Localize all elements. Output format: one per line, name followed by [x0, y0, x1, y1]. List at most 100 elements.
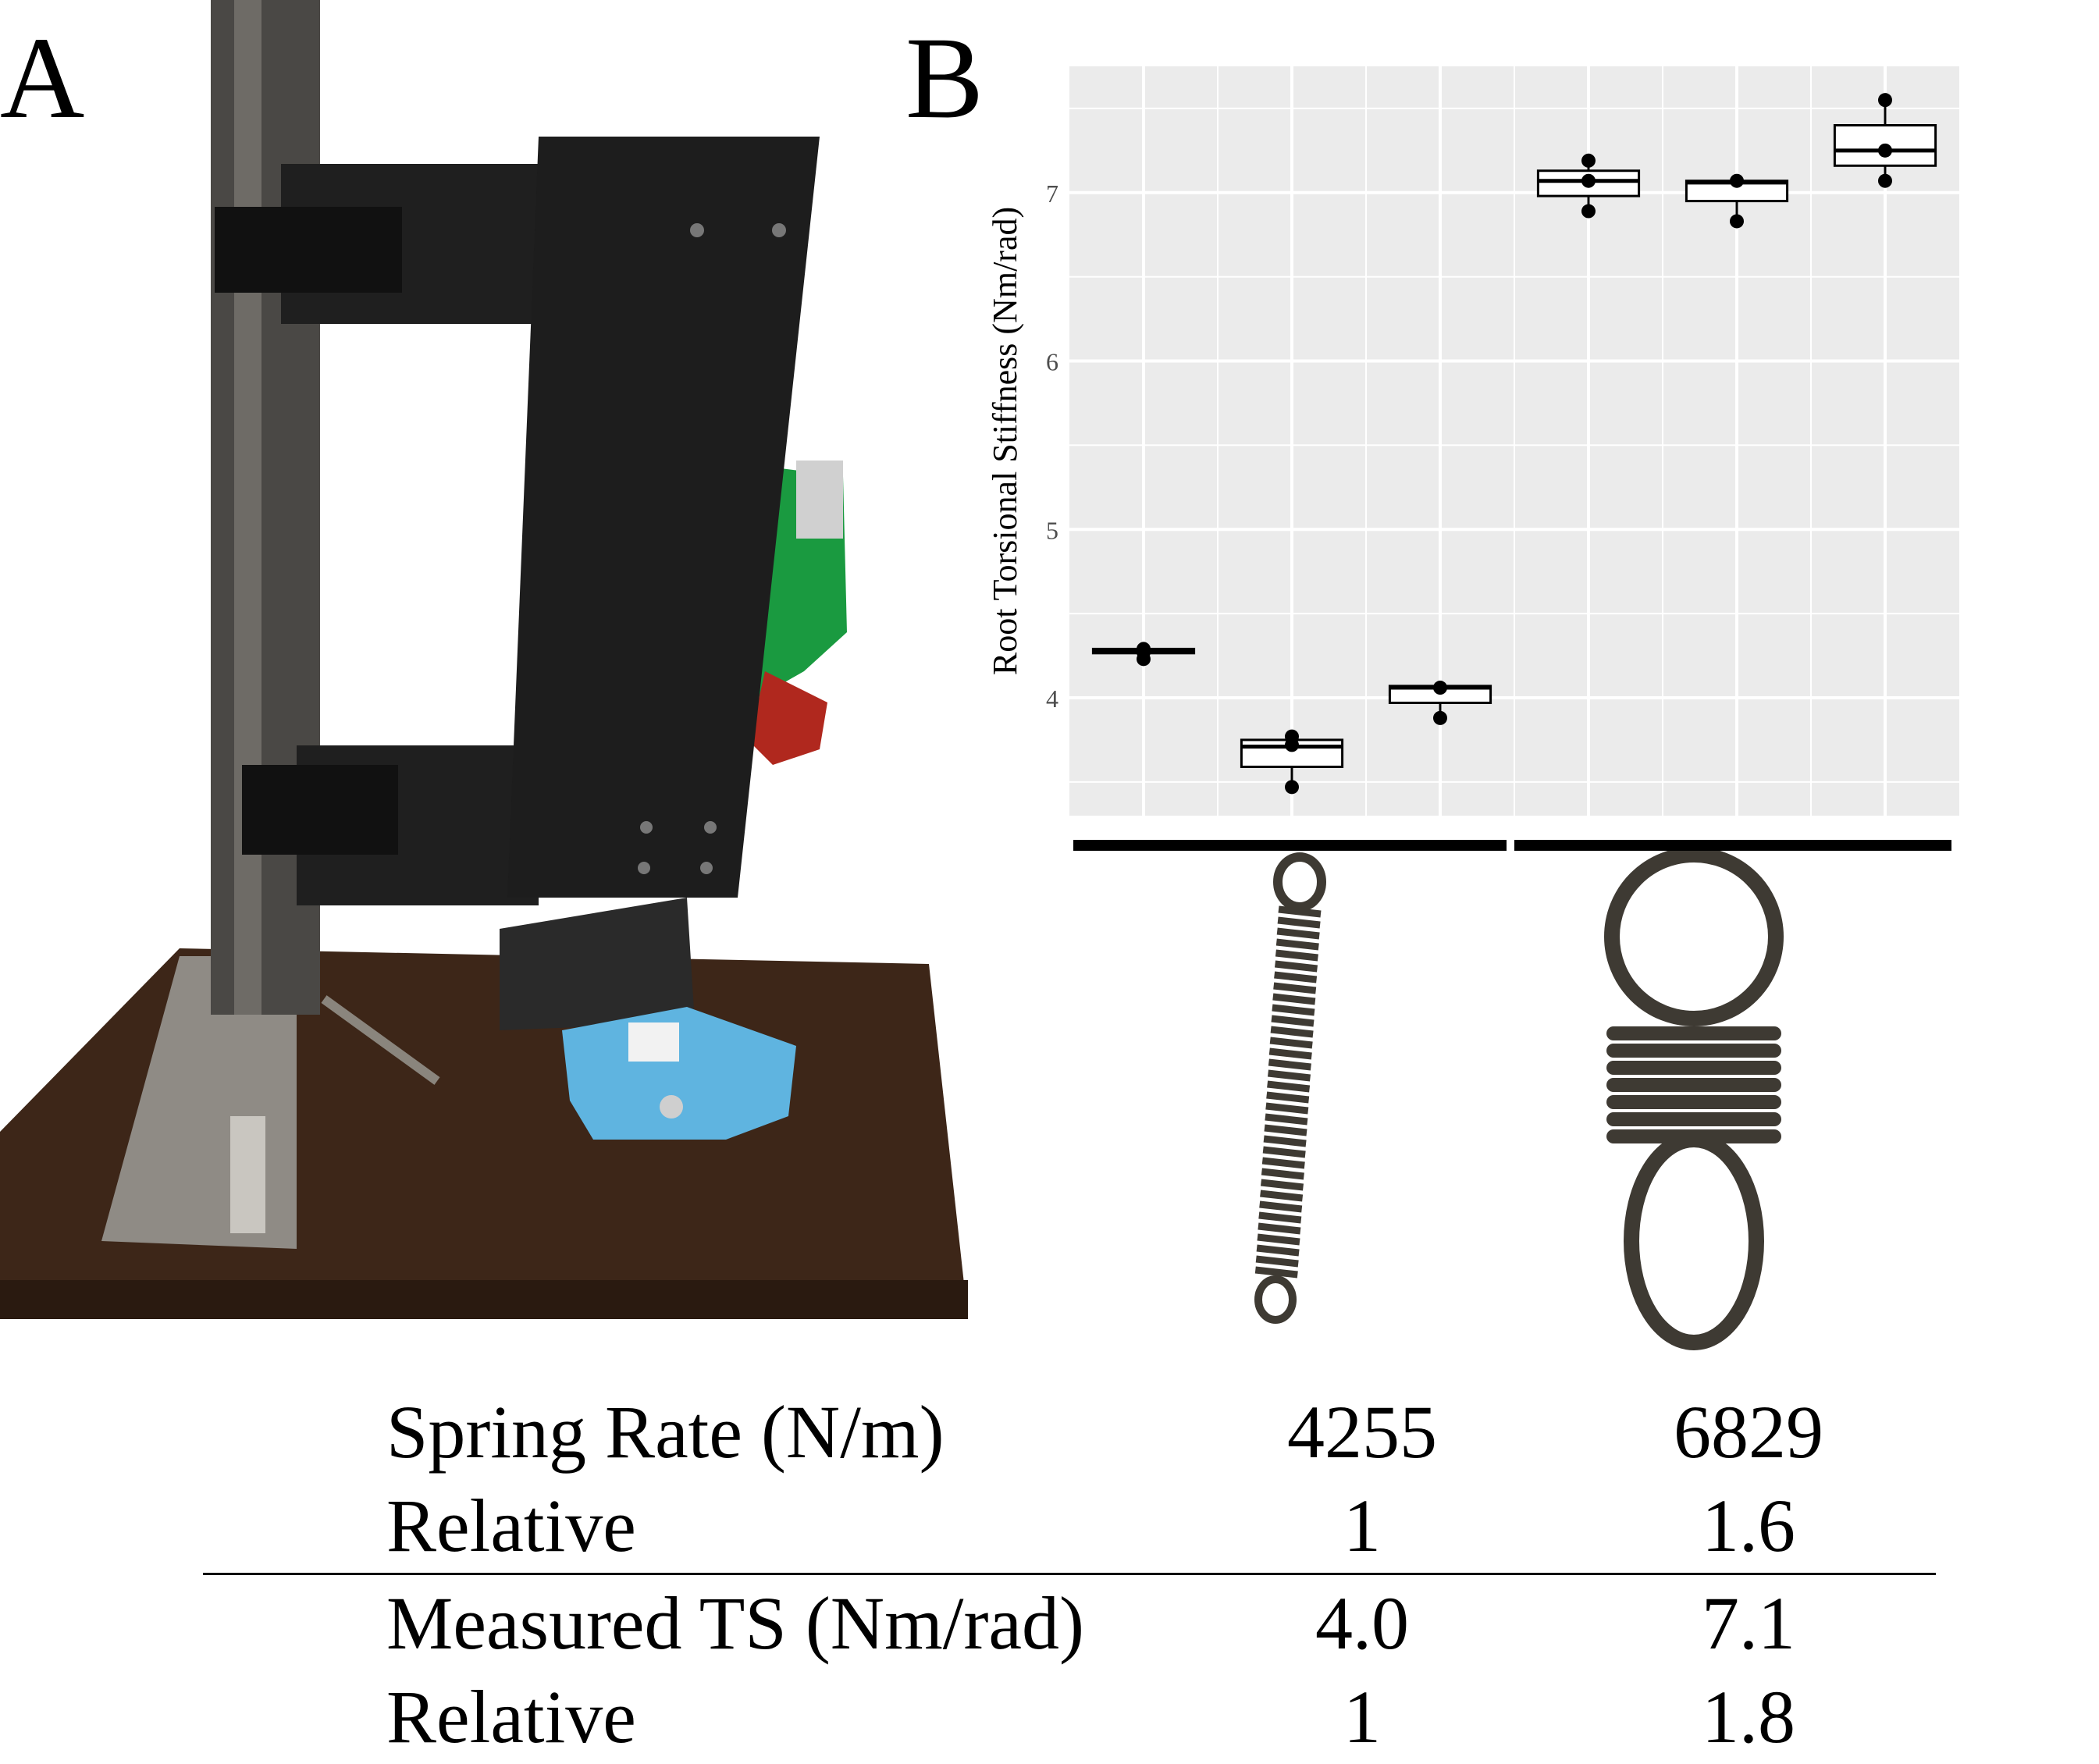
value-small-spring: 1 — [1343, 1484, 1381, 1567]
small-spring-coil — [1265, 1113, 1308, 1126]
small-spring-coil — [1254, 1266, 1298, 1279]
small-spring-image — [1254, 852, 1326, 1324]
large-spring-coil — [1606, 1112, 1781, 1126]
red-cable — [749, 671, 827, 765]
row-label: Measured TS (Nm/rad) — [386, 1581, 1084, 1665]
data-point — [1581, 173, 1596, 188]
rig-spring — [321, 995, 440, 1085]
panel-bolt — [700, 862, 713, 874]
small-spring-coil — [1264, 1124, 1307, 1136]
small-spring-coil — [1268, 1058, 1311, 1071]
small-spring-coil — [1274, 971, 1318, 983]
small-spring-coil — [1272, 1004, 1315, 1016]
table-row: Relative 1 1.6 — [203, 1479, 1936, 1573]
stiffness-boxplot: 4 5 6 7 Root Torsional Stiffness (Nm/rad) — [986, 66, 1959, 851]
panel-bolt — [690, 223, 704, 237]
table-row: Relative 1 1.8 — [203, 1670, 1936, 1764]
large-spring-coil — [1606, 1026, 1781, 1040]
large-spring-coil — [1606, 1078, 1781, 1092]
panel-label-a: A — [0, 13, 85, 143]
value-large-spring: 7.1 — [1702, 1581, 1795, 1665]
blue-foot — [562, 1007, 796, 1140]
y-axis-label: Root Torsional Stiffness (Nm/rad) — [986, 207, 1024, 675]
row-label: Relative — [386, 1675, 636, 1759]
small-spring-coil — [1266, 1091, 1310, 1104]
data-point — [1730, 214, 1744, 229]
upper-strap — [215, 207, 402, 293]
y-tick-label: 4 — [1046, 685, 1058, 713]
small-spring-coil — [1275, 938, 1319, 951]
table-row: Spring Rate (N/m) 4255 6829 — [203, 1385, 1936, 1479]
group-bar-left — [1073, 840, 1507, 851]
small-spring-coil — [1278, 905, 1322, 918]
table-row: Measured TS (Nm/rad) 4.0 7.1 — [203, 1577, 1936, 1670]
blue-foot-bolt — [660, 1095, 683, 1119]
data-point — [1137, 652, 1151, 667]
large-spring-coil — [1606, 1061, 1781, 1075]
small-spring-coil — [1261, 1157, 1305, 1169]
panel-bolt — [638, 862, 650, 874]
large-spring-coil — [1606, 1095, 1781, 1109]
small-spring-coil — [1277, 916, 1321, 929]
value-small-spring: 4.0 — [1315, 1581, 1409, 1665]
row-label: Spring Rate (N/m) — [386, 1390, 945, 1474]
boxes — [1091, 93, 1937, 795]
small-spring-end-loop — [1254, 1275, 1297, 1324]
base-plate-front-edge — [0, 1280, 968, 1319]
small-spring-coil — [1267, 1080, 1311, 1093]
value-large-spring: 1.6 — [1702, 1484, 1795, 1567]
panel-bolt — [772, 223, 786, 237]
data-point — [1878, 173, 1892, 188]
small-spring-coil — [1256, 1244, 1300, 1257]
panel-bolt — [640, 821, 653, 834]
small-spring-coil — [1260, 1190, 1304, 1202]
group-bar-right — [1514, 840, 1951, 851]
data-point — [1581, 204, 1596, 219]
small-spring-coil — [1265, 1102, 1309, 1115]
small-spring-coil — [1261, 1179, 1304, 1191]
small-spring-coil — [1258, 1211, 1302, 1224]
large-spring-image — [1604, 851, 1784, 1350]
y-axis-ticks: 4 5 6 7 — [1046, 180, 1058, 713]
small-spring-coil — [1272, 993, 1316, 1005]
small-spring-coil — [1269, 1037, 1313, 1049]
small-spring-coil — [1275, 949, 1318, 962]
small-spring-coil — [1263, 1135, 1307, 1147]
small-spring-coil — [1271, 1015, 1315, 1027]
vertical-post-highlight — [234, 0, 261, 1015]
small-spring-coil — [1268, 1069, 1311, 1082]
panel-bolt — [704, 821, 717, 834]
y-tick-label: 7 — [1046, 180, 1058, 208]
small-spring-coil — [1261, 1168, 1304, 1180]
small-spring-coil — [1273, 982, 1317, 994]
large-spring-coil — [1606, 1129, 1781, 1143]
small-spring-coil — [1276, 927, 1320, 940]
value-small-spring: 1 — [1343, 1675, 1381, 1759]
data-point — [1730, 173, 1744, 188]
small-spring-coil — [1255, 1255, 1299, 1268]
data-point — [1581, 153, 1596, 168]
panel-label-b: B — [905, 13, 984, 143]
white-block — [628, 1022, 679, 1062]
lower-strap — [242, 765, 398, 855]
spring-photos — [1254, 851, 1784, 1350]
data-point — [1285, 780, 1299, 795]
summary-table: Spring Rate (N/m) 4255 6829 Relative 1 1… — [203, 1385, 1936, 1759]
row-label: Relative — [386, 1484, 636, 1567]
black-main-panel — [507, 137, 820, 898]
small-spring-coil — [1258, 1222, 1301, 1235]
hinge-pin — [230, 1116, 265, 1233]
data-point — [1285, 729, 1299, 744]
value-small-spring: 4255 — [1287, 1390, 1437, 1474]
large-spring-coil — [1606, 1044, 1781, 1058]
data-point — [1433, 710, 1447, 725]
small-spring-coil — [1257, 1233, 1300, 1246]
small-spring-coil — [1268, 1047, 1312, 1060]
rig-photo — [0, 0, 968, 1319]
data-point — [1878, 143, 1892, 158]
table-divider — [203, 1573, 1936, 1575]
small-spring-coil — [1270, 1026, 1314, 1038]
data-point — [1433, 681, 1447, 695]
lower-arm — [500, 898, 695, 1030]
value-large-spring: 6829 — [1674, 1390, 1823, 1474]
